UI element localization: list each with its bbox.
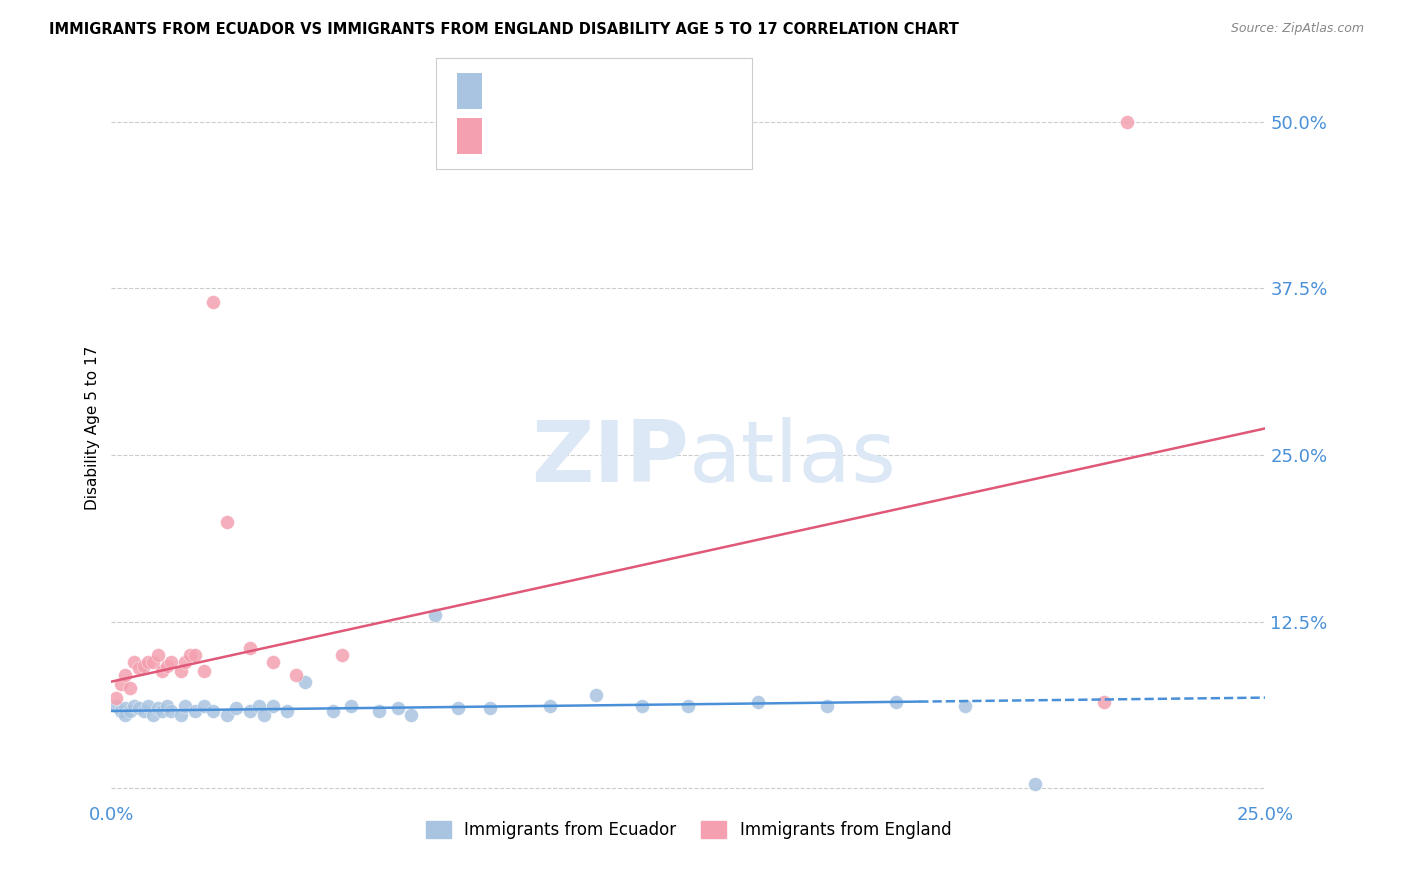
Point — [322, 704, 344, 718]
Point — [1092, 695, 1115, 709]
Text: atlas: atlas — [689, 417, 897, 500]
Legend: Immigrants from Ecuador, Immigrants from England: Immigrants from Ecuador, Immigrants from… — [419, 814, 957, 846]
Point — [160, 655, 183, 669]
Point — [124, 655, 146, 669]
Text: IMMIGRANTS FROM ECUADOR VS IMMIGRANTS FROM ENGLAND DISABILITY AGE 5 TO 17 CORREL: IMMIGRANTS FROM ECUADOR VS IMMIGRANTS FR… — [49, 22, 959, 37]
Text: N =: N = — [591, 128, 627, 145]
Point — [156, 658, 179, 673]
Text: 44: 44 — [630, 82, 654, 100]
Text: R =: R = — [492, 82, 529, 100]
Text: N =: N = — [591, 82, 627, 100]
Point — [174, 655, 197, 669]
Text: R =: R = — [492, 128, 529, 145]
Point — [884, 695, 907, 709]
Point — [225, 701, 247, 715]
Text: Source: ZipAtlas.com: Source: ZipAtlas.com — [1230, 22, 1364, 36]
Text: 26: 26 — [630, 128, 652, 145]
Point — [368, 704, 391, 718]
Point — [239, 704, 262, 718]
Point — [150, 704, 173, 718]
Point — [105, 698, 128, 713]
Point — [138, 655, 160, 669]
Text: 0.148: 0.148 — [527, 82, 579, 100]
Point — [215, 707, 238, 722]
Point — [146, 701, 169, 715]
Point — [118, 704, 141, 718]
Point — [193, 698, 215, 713]
Point — [169, 707, 191, 722]
Point — [631, 698, 654, 713]
Point — [138, 698, 160, 713]
Point — [239, 641, 262, 656]
Point — [387, 701, 409, 715]
Point — [114, 668, 136, 682]
Point — [146, 648, 169, 662]
Point — [585, 688, 607, 702]
Point — [156, 698, 179, 713]
Point — [179, 648, 201, 662]
Point — [678, 698, 700, 713]
Point — [1116, 115, 1139, 129]
Point — [815, 698, 838, 713]
Point — [247, 698, 270, 713]
Point — [538, 698, 561, 713]
Point — [132, 704, 155, 718]
Point — [128, 661, 150, 675]
Point — [446, 701, 468, 715]
Point — [150, 664, 173, 678]
Point — [478, 701, 501, 715]
Point — [110, 677, 132, 691]
Point — [747, 695, 769, 709]
Point — [174, 698, 197, 713]
Point — [201, 704, 224, 718]
Point — [110, 704, 132, 718]
Point — [105, 690, 128, 705]
Point — [193, 664, 215, 678]
Point — [169, 664, 191, 678]
Point — [183, 704, 205, 718]
Point — [423, 607, 446, 622]
Point — [114, 707, 136, 722]
Point — [401, 707, 423, 722]
Point — [276, 704, 298, 718]
Y-axis label: Disability Age 5 to 17: Disability Age 5 to 17 — [86, 346, 100, 510]
Text: 0.457: 0.457 — [527, 128, 579, 145]
Point — [1024, 777, 1046, 791]
Point — [253, 707, 276, 722]
Point — [262, 698, 284, 713]
Point — [114, 701, 136, 715]
Point — [183, 648, 205, 662]
Point — [215, 515, 238, 529]
Point — [118, 681, 141, 696]
Point — [285, 668, 308, 682]
Point — [160, 704, 183, 718]
Point — [128, 701, 150, 715]
Point — [330, 648, 353, 662]
Point — [201, 294, 224, 309]
Point — [142, 707, 165, 722]
Point — [142, 655, 165, 669]
Point — [955, 698, 977, 713]
Point — [132, 658, 155, 673]
Point — [124, 698, 146, 713]
Point — [262, 655, 284, 669]
Text: ZIP: ZIP — [530, 417, 689, 500]
Point — [294, 674, 316, 689]
Point — [340, 698, 363, 713]
